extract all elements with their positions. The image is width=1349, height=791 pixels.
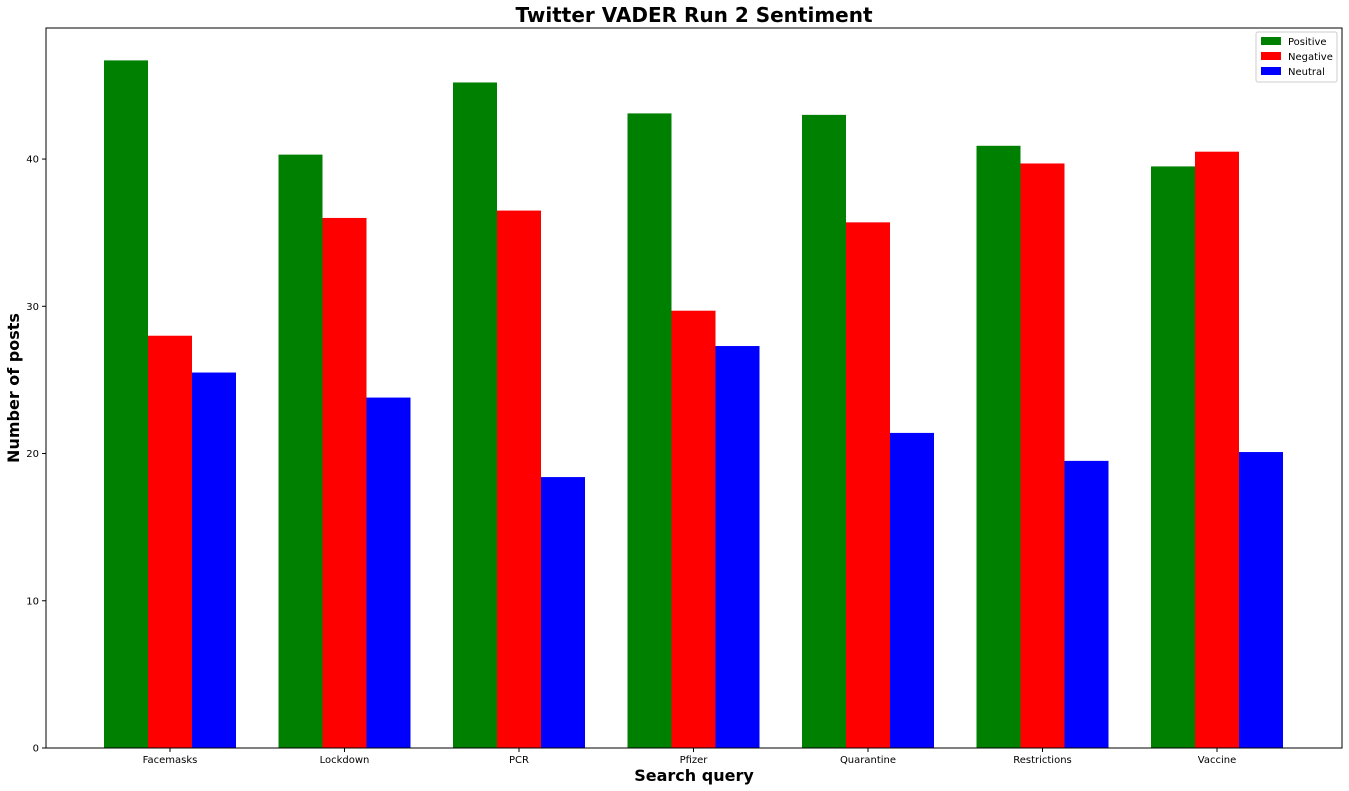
x-axis: Facemasks Lockdown PCR Pfizer Quarantine Rest… [143, 748, 1236, 766]
bar-neutral-pfizer [715, 346, 760, 748]
bars-group [104, 60, 1283, 749]
bar-positive-lockdown [278, 154, 323, 749]
chart-title: Twitter VADER Run 2 Sentiment [515, 3, 873, 27]
x-tick-label-lockdown: Lockdown [320, 755, 370, 766]
legend-swatch-positive [1261, 37, 1281, 45]
bar-negative-pfizer [671, 310, 716, 748]
bar-neutral-restrictions [1064, 460, 1109, 748]
legend: Positive Negative Neutral [1255, 31, 1338, 83]
y-tick-label: 30 [26, 302, 39, 313]
bar-negative-lockdown [322, 217, 367, 748]
bar-negative-restrictions [1020, 163, 1065, 748]
x-tick-label-restrictions: Restrictions [1013, 755, 1072, 766]
bar-negative-quarantine [846, 222, 890, 748]
y-tick-label: 0 [33, 744, 39, 755]
y-tick-label: 40 [26, 155, 39, 166]
y-tick-label: 10 [26, 596, 39, 607]
bar-neutral-lockdown [366, 397, 411, 748]
bar-positive-pcr [453, 82, 497, 749]
bar-positive-vaccine [1151, 166, 1195, 748]
x-tick-label-facemasks: Facemasks [143, 755, 198, 766]
x-axis-title: Search query [634, 766, 754, 785]
x-tick-label-vaccine: Vaccine [1198, 755, 1236, 766]
bar-positive-quarantine [802, 114, 846, 749]
bar-negative-vaccine [1195, 151, 1239, 749]
bar-neutral-quarantine [890, 432, 934, 748]
y-axis-title: Number of posts [4, 313, 23, 463]
x-tick-label-pfizer: Pfizer [680, 755, 709, 766]
x-tick-label-quarantine: Quarantine [840, 755, 896, 766]
bar-neutral-pcr [541, 477, 585, 748]
legend-label-negative: Negative [1288, 52, 1333, 63]
x-tick-label-pcr: PCR [509, 755, 529, 766]
legend-label-neutral: Neutral [1288, 67, 1325, 78]
bar-positive-restrictions [976, 145, 1021, 749]
bar-negative-facemasks [148, 335, 192, 748]
y-tick-label: 20 [26, 449, 39, 460]
bar-neutral-facemasks [192, 372, 236, 748]
y-axis: 0 10 20 30 40 [26, 155, 46, 755]
legend-label-positive: Positive [1288, 37, 1327, 48]
legend-swatch-neutral [1261, 67, 1281, 75]
bar-neutral-vaccine [1239, 452, 1283, 748]
bar-positive-facemasks [104, 60, 148, 748]
bar-positive-pfizer [627, 113, 672, 748]
legend-swatch-negative [1261, 52, 1281, 60]
bar-negative-pcr [497, 210, 541, 749]
